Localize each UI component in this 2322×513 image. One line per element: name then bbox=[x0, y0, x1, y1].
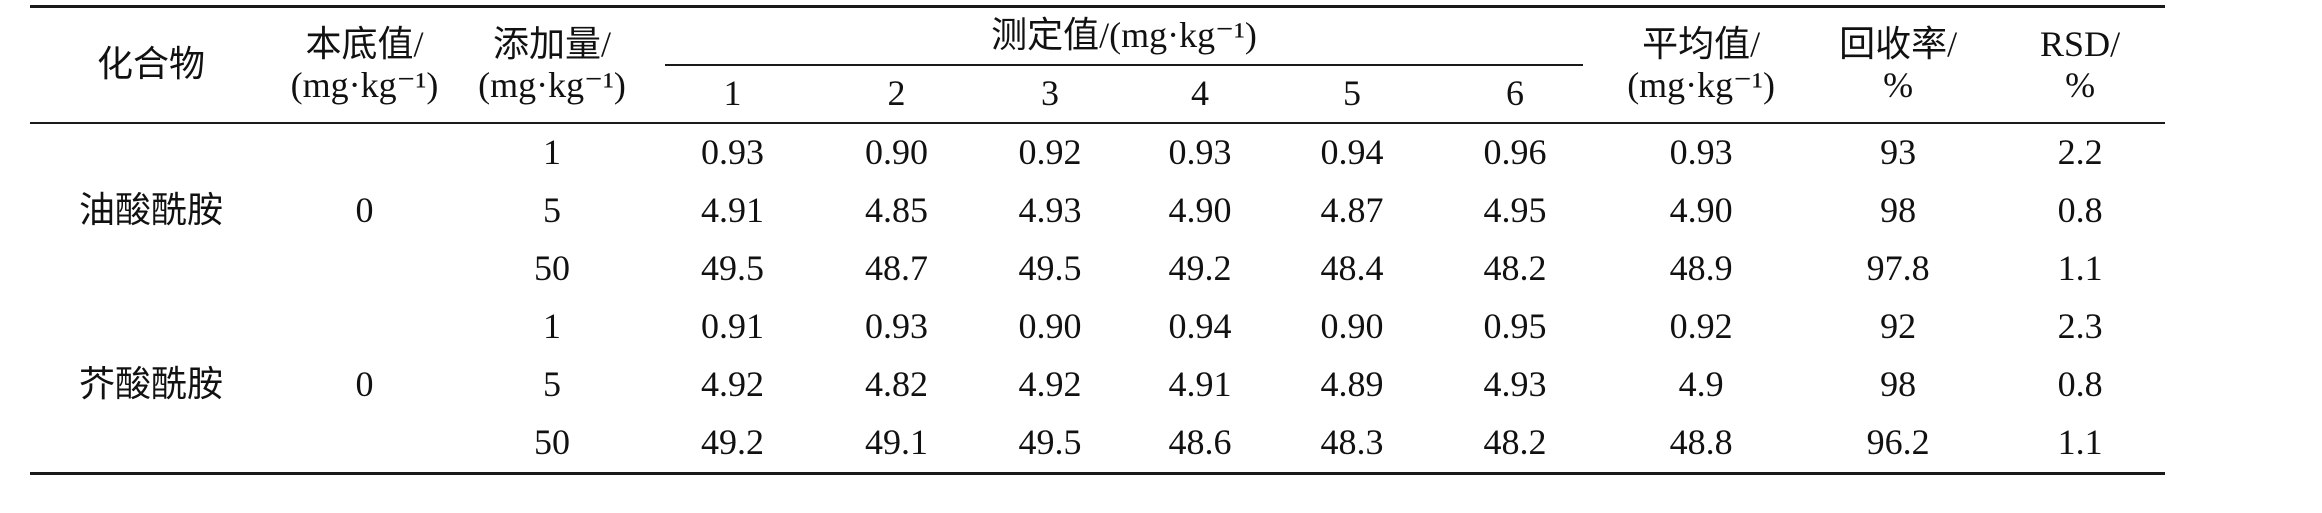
measured-value: 49.2 bbox=[701, 422, 764, 463]
measured-value: 0.90 bbox=[865, 132, 928, 173]
rsd-value: 2.3 bbox=[2057, 306, 2103, 347]
table-row: 5 4.92 4.82 4.92 4.91 4.89 4.93 4.9 98 0… bbox=[30, 356, 2165, 414]
col-header-background-unit: (mg·kg⁻¹) bbox=[290, 65, 439, 105]
table-row: 芥酸酰胺 0 1 0.91 0.93 0.90 0.94 0.90 0.95 0… bbox=[30, 298, 2165, 404]
measured-value: 49.1 bbox=[865, 422, 928, 463]
recovery-value: 93 bbox=[1880, 132, 1917, 173]
recovery-value: 92 bbox=[1880, 306, 1917, 347]
rsd-value: 0.8 bbox=[2057, 190, 2103, 231]
measured-value: 4.89 bbox=[1320, 364, 1384, 405]
recovery-value: 98 bbox=[1880, 190, 1917, 231]
subcol-header-6: 6 bbox=[1506, 73, 1525, 114]
recovery-results-table: 化合物 本底值/ (mg·kg⁻¹) 添加量/ (mg·kg⁻¹) 测定值/(m… bbox=[30, 5, 2166, 475]
measured-value: 48.3 bbox=[1320, 422, 1384, 463]
col-header-average-unit: (mg·kg⁻¹) bbox=[1627, 65, 1775, 105]
average-value: 0.93 bbox=[1669, 132, 1733, 173]
measured-value: 48.7 bbox=[865, 248, 928, 289]
measured-value: 4.92 bbox=[1018, 364, 1082, 405]
col-header-background-label: 本底值/ bbox=[305, 23, 424, 64]
measured-value: 48.2 bbox=[1483, 422, 1547, 463]
measured-value: 0.92 bbox=[1018, 132, 1082, 173]
measured-value: 0.91 bbox=[701, 306, 764, 347]
added-amount: 50 bbox=[534, 248, 570, 289]
measured-value: 4.90 bbox=[1168, 190, 1232, 231]
subcol-header-4: 4 bbox=[1191, 73, 1209, 114]
measured-value: 0.94 bbox=[1320, 132, 1384, 173]
measured-value: 4.95 bbox=[1483, 190, 1547, 231]
measured-value: 4.92 bbox=[701, 364, 764, 405]
average-value: 48.9 bbox=[1669, 248, 1733, 289]
measured-value: 4.93 bbox=[1018, 190, 1082, 231]
measured-value: 48.4 bbox=[1320, 248, 1384, 289]
measured-value: 48.6 bbox=[1168, 422, 1232, 463]
measured-value: 0.90 bbox=[1018, 306, 1082, 347]
added-amount: 1 bbox=[543, 132, 561, 173]
col-header-measured-label: 测定值/(mg·kg⁻¹) bbox=[665, 15, 1584, 66]
recovery-value: 97.8 bbox=[1866, 248, 1930, 289]
rsd-value: 1.1 bbox=[2057, 248, 2103, 289]
measured-value: 4.91 bbox=[1168, 364, 1232, 405]
col-header-rsd-unit: % bbox=[2065, 65, 2096, 105]
measured-value: 49.5 bbox=[1018, 248, 1082, 289]
table-row: 50 49.2 49.1 49.5 48.6 48.3 48.2 48.8 96… bbox=[30, 414, 2165, 474]
col-header-average: 平均值/ (mg·kg⁻¹) bbox=[1601, 7, 1801, 124]
col-header-measured: 测定值/(mg·kg⁻¹) bbox=[647, 7, 1601, 66]
added-amount: 5 bbox=[543, 190, 561, 231]
rsd-value: 0.8 bbox=[2057, 364, 2103, 405]
table-row: 5 4.91 4.85 4.93 4.90 4.87 4.95 4.90 98 … bbox=[30, 182, 2165, 240]
col-header-added-unit: (mg·kg⁻¹) bbox=[478, 65, 626, 105]
average-value: 48.8 bbox=[1669, 422, 1733, 463]
measured-value: 49.5 bbox=[1018, 422, 1082, 463]
measured-value: 4.87 bbox=[1320, 190, 1384, 231]
col-header-recovery: 回收率/ % bbox=[1801, 7, 1995, 124]
measured-value: 0.95 bbox=[1483, 306, 1547, 347]
measured-value: 4.91 bbox=[701, 190, 764, 231]
table-row: 50 49.5 48.7 49.5 49.2 48.4 48.2 48.9 97… bbox=[30, 240, 2165, 298]
measured-value: 4.85 bbox=[865, 190, 928, 231]
col-header-rsd-label: RSD/ bbox=[2040, 23, 2121, 64]
col-header-rsd: RSD/ % bbox=[1995, 7, 2165, 124]
measured-value: 4.82 bbox=[865, 364, 928, 405]
average-value: 4.9 bbox=[1678, 364, 1724, 405]
recovery-value: 96.2 bbox=[1866, 422, 1930, 463]
col-header-average-label: 平均值/ bbox=[1642, 23, 1761, 64]
background-value: 0 bbox=[355, 364, 374, 405]
background-value: 0 bbox=[355, 190, 374, 231]
col-header-added: 添加量/ (mg·kg⁻¹) bbox=[457, 7, 647, 124]
col-header-background: 本底值/ (mg·kg⁻¹) bbox=[272, 7, 457, 124]
subcol-header-2: 2 bbox=[887, 73, 906, 114]
measured-value: 0.90 bbox=[1320, 306, 1384, 347]
table-row: 油酸酰胺 0 1 0.93 0.90 0.92 0.93 0.94 0.96 0… bbox=[30, 123, 2165, 230]
average-value: 0.92 bbox=[1669, 306, 1733, 347]
rsd-value: 1.1 bbox=[2057, 422, 2103, 463]
compound-name: 油酸酰胺 bbox=[78, 190, 223, 231]
added-amount: 5 bbox=[543, 364, 561, 405]
recovery-value: 98 bbox=[1880, 364, 1917, 405]
rsd-value: 2.2 bbox=[2057, 132, 2103, 173]
measured-value: 4.93 bbox=[1483, 364, 1547, 405]
subcol-header-5: 5 bbox=[1343, 73, 1361, 114]
measured-value: 0.93 bbox=[1168, 132, 1232, 173]
subcol-header-1: 1 bbox=[723, 73, 742, 114]
measured-value: 49.2 bbox=[1168, 248, 1232, 289]
measured-value: 0.93 bbox=[865, 306, 928, 347]
added-amount: 50 bbox=[534, 422, 570, 463]
col-header-recovery-label: 回收率/ bbox=[1839, 23, 1958, 64]
measured-value: 0.96 bbox=[1483, 132, 1547, 173]
measured-value: 49.5 bbox=[701, 248, 764, 289]
col-header-compound: 化合物 bbox=[96, 44, 205, 85]
measured-value: 48.2 bbox=[1483, 248, 1547, 289]
compound-name: 芥酸酰胺 bbox=[78, 364, 223, 405]
average-value: 4.90 bbox=[1669, 190, 1733, 231]
subcol-header-3: 3 bbox=[1041, 73, 1059, 114]
measured-value: 0.94 bbox=[1168, 306, 1232, 347]
added-amount: 1 bbox=[543, 306, 561, 347]
measured-value: 0.93 bbox=[701, 132, 764, 173]
col-header-recovery-unit: % bbox=[1883, 65, 1914, 105]
col-header-added-label: 添加量/ bbox=[492, 23, 611, 64]
